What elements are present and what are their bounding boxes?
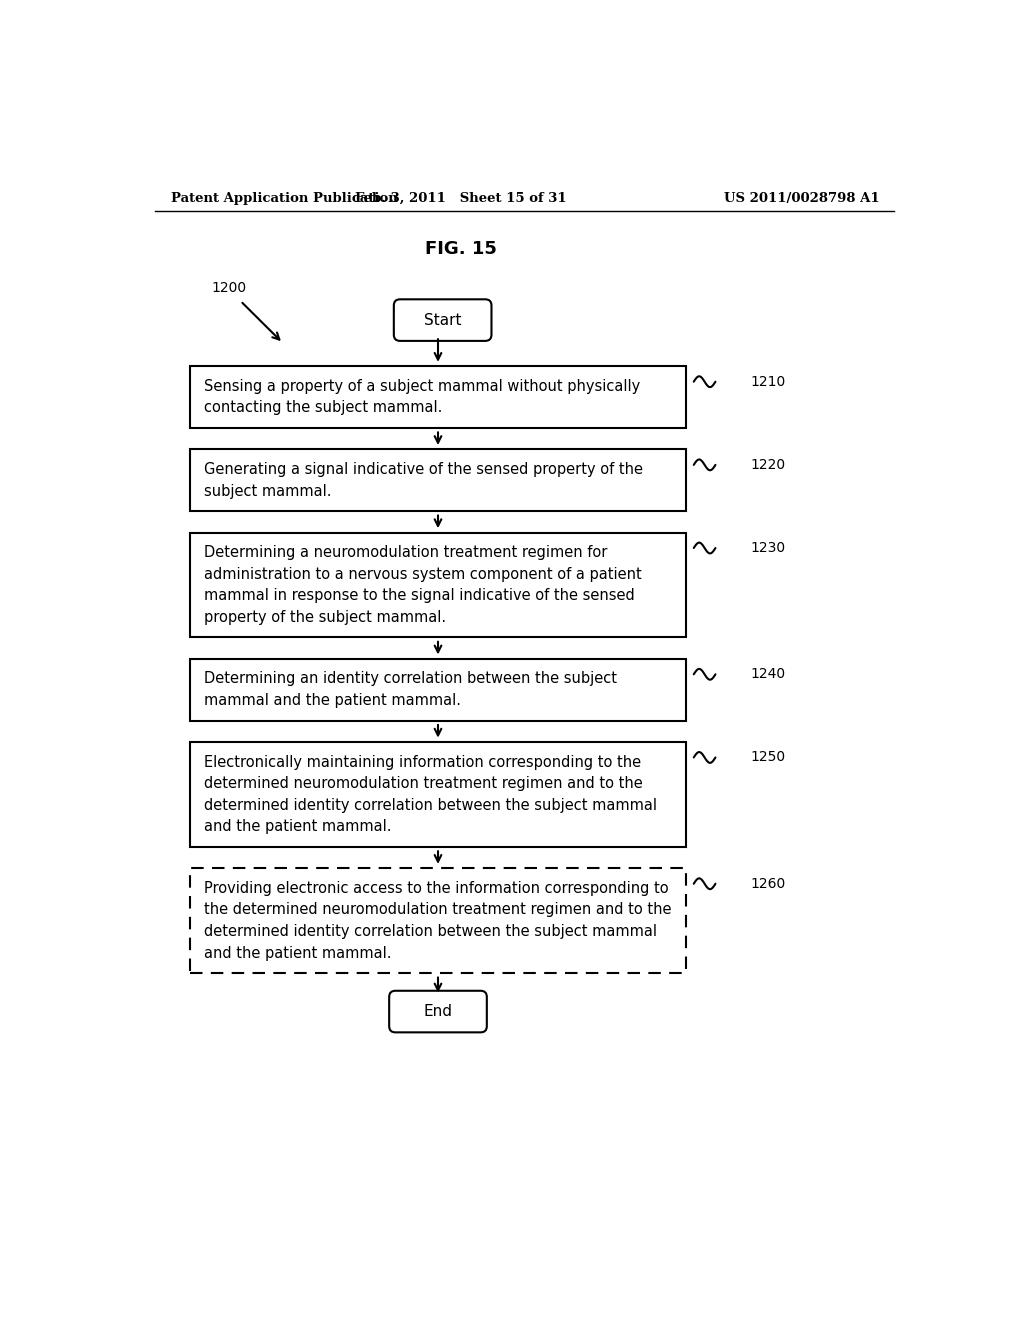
Text: 1210: 1210: [751, 375, 785, 388]
Text: 1260: 1260: [751, 876, 785, 891]
Text: Electronically maintaining information corresponding to the
determined neuromodu: Electronically maintaining information c…: [204, 755, 657, 834]
Text: US 2011/0028798 A1: US 2011/0028798 A1: [724, 191, 880, 205]
Bar: [190, 742, 686, 847]
Text: Feb. 3, 2011   Sheet 15 of 31: Feb. 3, 2011 Sheet 15 of 31: [355, 191, 567, 205]
Bar: [190, 533, 686, 638]
Text: Generating a signal indicative of the sensed property of the
subject mammal.: Generating a signal indicative of the se…: [204, 462, 643, 499]
Text: 1200: 1200: [212, 281, 247, 294]
Text: Start: Start: [424, 313, 462, 327]
Text: 1220: 1220: [751, 458, 785, 471]
Bar: [190, 869, 686, 973]
Text: 1230: 1230: [751, 541, 785, 554]
Text: 1240: 1240: [751, 668, 785, 681]
Text: Determining an identity correlation between the subject
mammal and the patient m: Determining an identity correlation betw…: [204, 672, 616, 708]
Text: 1250: 1250: [751, 751, 785, 764]
Text: Providing electronic access to the information corresponding to
the determined n: Providing electronic access to the infor…: [204, 880, 672, 961]
Text: Patent Application Publication: Patent Application Publication: [171, 191, 397, 205]
Bar: [190, 367, 686, 428]
Text: Sensing a property of a subject mammal without physically
contacting the subject: Sensing a property of a subject mammal w…: [204, 379, 640, 416]
Text: End: End: [424, 1005, 453, 1019]
FancyBboxPatch shape: [389, 991, 486, 1032]
Bar: [190, 450, 686, 511]
Text: FIG. 15: FIG. 15: [425, 240, 498, 259]
Bar: [190, 659, 686, 721]
FancyBboxPatch shape: [394, 300, 492, 341]
Text: Determining a neuromodulation treatment regimen for
administration to a nervous : Determining a neuromodulation treatment …: [204, 545, 642, 624]
